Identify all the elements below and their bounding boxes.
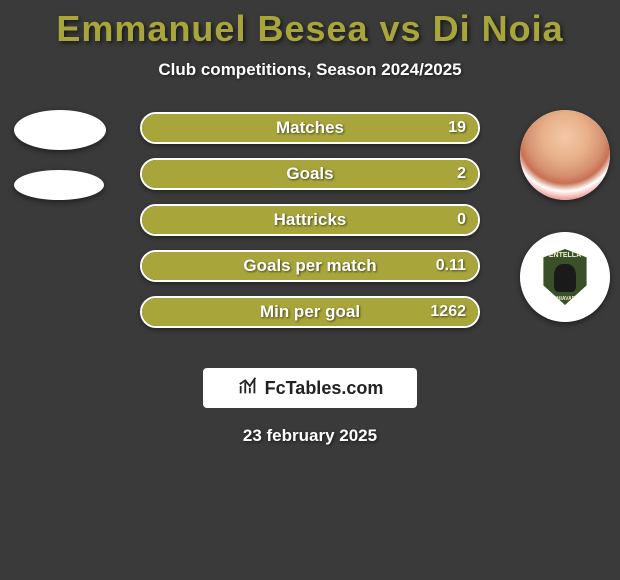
page-subtitle: Club competitions, Season 2024/2025 <box>0 60 620 80</box>
stat-bar-label: Goals per match <box>142 252 478 280</box>
stat-bar-value-right: 2 <box>457 160 466 188</box>
stat-bar: Hattricks0 <box>140 204 480 236</box>
badge-top-label: ENTELLA <box>549 252 581 259</box>
stat-bar-label: Goals <box>142 160 478 188</box>
club-badge-icon: ENTELLA CHIAVARI <box>520 232 610 322</box>
stat-bar-value-right: 1262 <box>430 298 466 326</box>
right-player-column: ENTELLA CHIAVARI <box>520 110 610 322</box>
stat-bar: Matches19 <box>140 112 480 144</box>
left-player-avatar <box>14 110 106 150</box>
stat-bar-label: Min per goal <box>142 298 478 326</box>
stat-bars: Matches19 Goals2 Hattricks0 Goals per match… <box>140 110 480 328</box>
stat-bar: Goals per match0.11 <box>140 250 480 282</box>
stats-area: ENTELLA CHIAVARI Matches19 Goals2 Hattrick… <box>0 110 620 350</box>
bars-icon <box>237 375 259 402</box>
right-club-avatar: ENTELLA CHIAVARI <box>520 232 610 322</box>
stat-bar-label: Matches <box>142 114 478 142</box>
brand-text: FcTables.com <box>265 378 384 399</box>
badge-figure-icon <box>554 264 576 292</box>
right-player-avatar <box>520 110 610 200</box>
stat-bar-label: Hattricks <box>142 206 478 234</box>
comparison-card: Emmanuel Besea vs Di Noia Club competiti… <box>0 0 620 580</box>
brand-link[interactable]: FcTables.com <box>203 368 417 408</box>
stat-bar: Min per goal1262 <box>140 296 480 328</box>
left-club-avatar <box>14 170 104 200</box>
stat-bar-value-right: 19 <box>448 114 466 142</box>
stat-bar-value-right: 0.11 <box>436 252 466 280</box>
badge-bot-label: CHIAVARI <box>553 296 576 302</box>
page-title: Emmanuel Besea vs Di Noia <box>0 0 620 50</box>
date-label: 23 february 2025 <box>0 426 620 446</box>
stat-bar: Goals2 <box>140 158 480 190</box>
left-player-column <box>14 110 106 200</box>
player-face-icon <box>520 110 610 200</box>
stat-bar-value-right: 0 <box>457 206 466 234</box>
